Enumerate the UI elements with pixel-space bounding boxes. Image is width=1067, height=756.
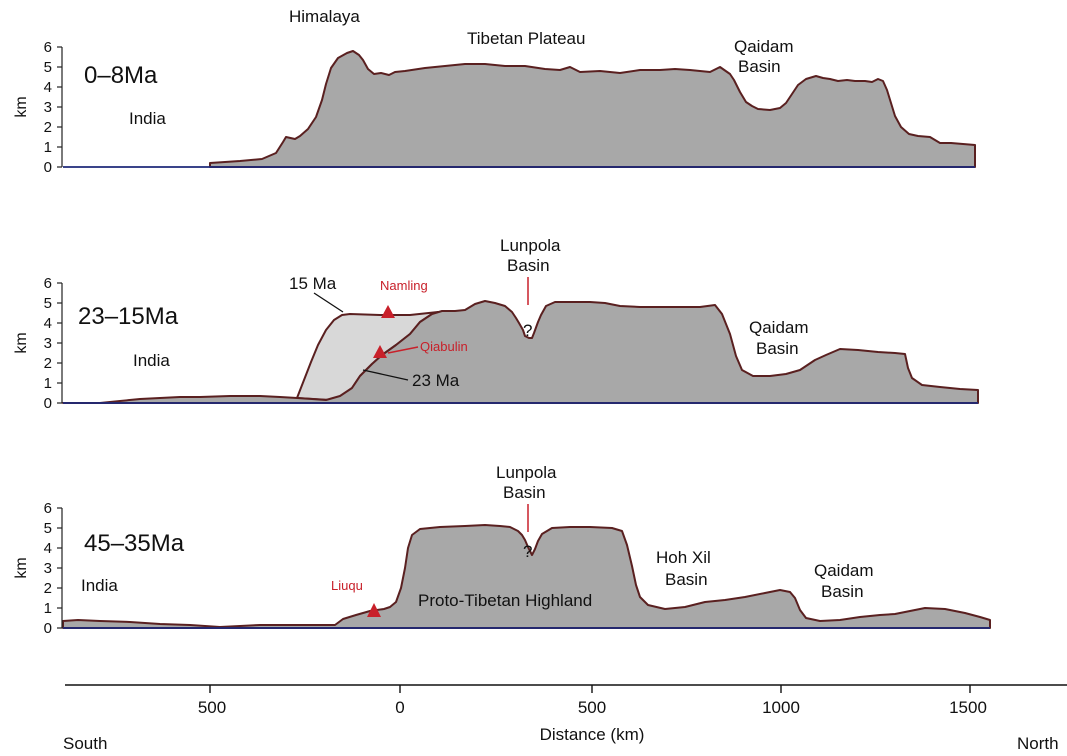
y-tick-label: 5 (44, 520, 52, 537)
region-label-hoh-xil-basin: Basin (665, 570, 708, 589)
region-label-lunpola: Lunpola (496, 463, 557, 482)
y-tick-label: 1 (44, 139, 52, 156)
y-tick-labels: 0 1 2 3 4 5 6 (44, 39, 52, 176)
region-label-qaidam-basin: Basin (738, 57, 781, 76)
region-label-qaidam: Qaidam (814, 561, 874, 580)
y-tick-label: 4 (44, 540, 52, 557)
site-marker-qiabulin-icon (373, 345, 387, 358)
region-label-proto-tibetan-highland: Proto-Tibetan Highland (418, 591, 592, 610)
x-tick-label: 500 (198, 698, 226, 717)
y-tick-label: 4 (44, 79, 52, 96)
region-label-himalaya: Himalaya (289, 7, 360, 26)
y-axis-ticks (57, 507, 62, 629)
x-tick-label: 1500 (949, 698, 987, 717)
site-label-liuqu: Liuqu (331, 578, 363, 593)
distance-axis: 500 0 500 1000 1500 Distance (km) South … (63, 684, 1067, 753)
age-leader-23ma (362, 369, 409, 381)
x-axis-ticks (209, 685, 971, 693)
region-label-tibetan-plateau: Tibetan Plateau (467, 29, 585, 48)
x-tick-label: 0 (395, 698, 404, 717)
y-tick-label: 6 (44, 39, 52, 56)
region-label-qaidam: Qaidam (749, 318, 809, 337)
region-label-lunpola-basin: Basin (507, 256, 550, 275)
x-axis-title: Distance (km) (540, 725, 645, 744)
period-label: 23–15Ma (78, 303, 179, 330)
unknown-depth-marker: ? (523, 321, 532, 340)
y-tick-label: 3 (44, 560, 52, 577)
region-label-india: India (133, 351, 170, 370)
site-marker-liuqu-icon (367, 603, 381, 617)
y-axis-ticks (57, 282, 62, 404)
y-tick-label: 2 (44, 355, 52, 372)
region-label-india: India (129, 109, 166, 128)
y-axis-title: km (13, 332, 30, 353)
x-tick-label: 500 (578, 698, 606, 717)
panel-0-8ma: 0 1 2 3 4 5 6 km 0–8Ma India Himalaya Ti… (13, 7, 976, 176)
qiabulin-leader-line (387, 346, 419, 354)
y-tick-label: 0 (44, 620, 52, 637)
region-label-qaidam-basin: Basin (756, 339, 799, 358)
age-leader-15ma (313, 292, 344, 313)
age-label-23ma: 23 Ma (412, 371, 460, 390)
y-tick-label: 3 (44, 99, 52, 116)
y-tick-label: 1 (44, 375, 52, 392)
site-label-namling: Namling (380, 278, 428, 293)
y-tick-label: 5 (44, 295, 52, 312)
terrain-profile (62, 300, 979, 404)
terrain-profile (62, 524, 991, 629)
y-axis-title: km (13, 96, 30, 117)
region-label-lunpola: Lunpola (500, 236, 561, 255)
period-label: 0–8Ma (84, 62, 158, 89)
age-label-15ma: 15 Ma (289, 274, 337, 293)
y-tick-label: 4 (44, 315, 52, 332)
y-tick-label: 2 (44, 580, 52, 597)
x-tick-label: 1000 (762, 698, 800, 717)
y-tick-label: 6 (44, 500, 52, 517)
direction-label-north: North (1017, 734, 1059, 753)
y-axis-title: km (13, 557, 30, 578)
y-tick-labels: 0 1 2 3 4 5 6 (44, 500, 52, 637)
region-label-hoh-xil: Hoh Xil (656, 548, 711, 567)
region-label-india: India (81, 576, 118, 595)
y-tick-label: 0 (44, 159, 52, 176)
x-tick-labels: 500 0 500 1000 1500 (198, 698, 987, 717)
unknown-depth-marker: ? (523, 542, 532, 561)
y-tick-label: 5 (44, 59, 52, 76)
panel-23-15ma: 0 1 2 3 4 5 6 km 23–15Ma India Lunpola B… (13, 236, 979, 412)
terrain-profile (209, 50, 976, 168)
period-label: 45–35Ma (84, 530, 185, 557)
region-label-lunpola-basin: Basin (503, 483, 546, 502)
region-label-qaidam-basin: Basin (821, 582, 864, 601)
y-tick-label: 2 (44, 119, 52, 136)
site-marker-namling-icon (381, 305, 395, 318)
y-tick-labels: 0 1 2 3 4 5 6 (44, 275, 52, 412)
direction-label-south: South (63, 734, 107, 753)
region-label-qaidam: Qaidam (734, 37, 794, 56)
y-tick-label: 3 (44, 335, 52, 352)
site-label-qiabulin: Qiabulin (420, 339, 468, 354)
y-tick-label: 0 (44, 395, 52, 412)
y-tick-label: 1 (44, 600, 52, 617)
y-tick-label: 6 (44, 275, 52, 292)
y-axis-ticks (57, 46, 62, 168)
panel-45-35ma: 0 1 2 3 4 5 6 km 45–35Ma India Lunpola B… (13, 463, 991, 637)
